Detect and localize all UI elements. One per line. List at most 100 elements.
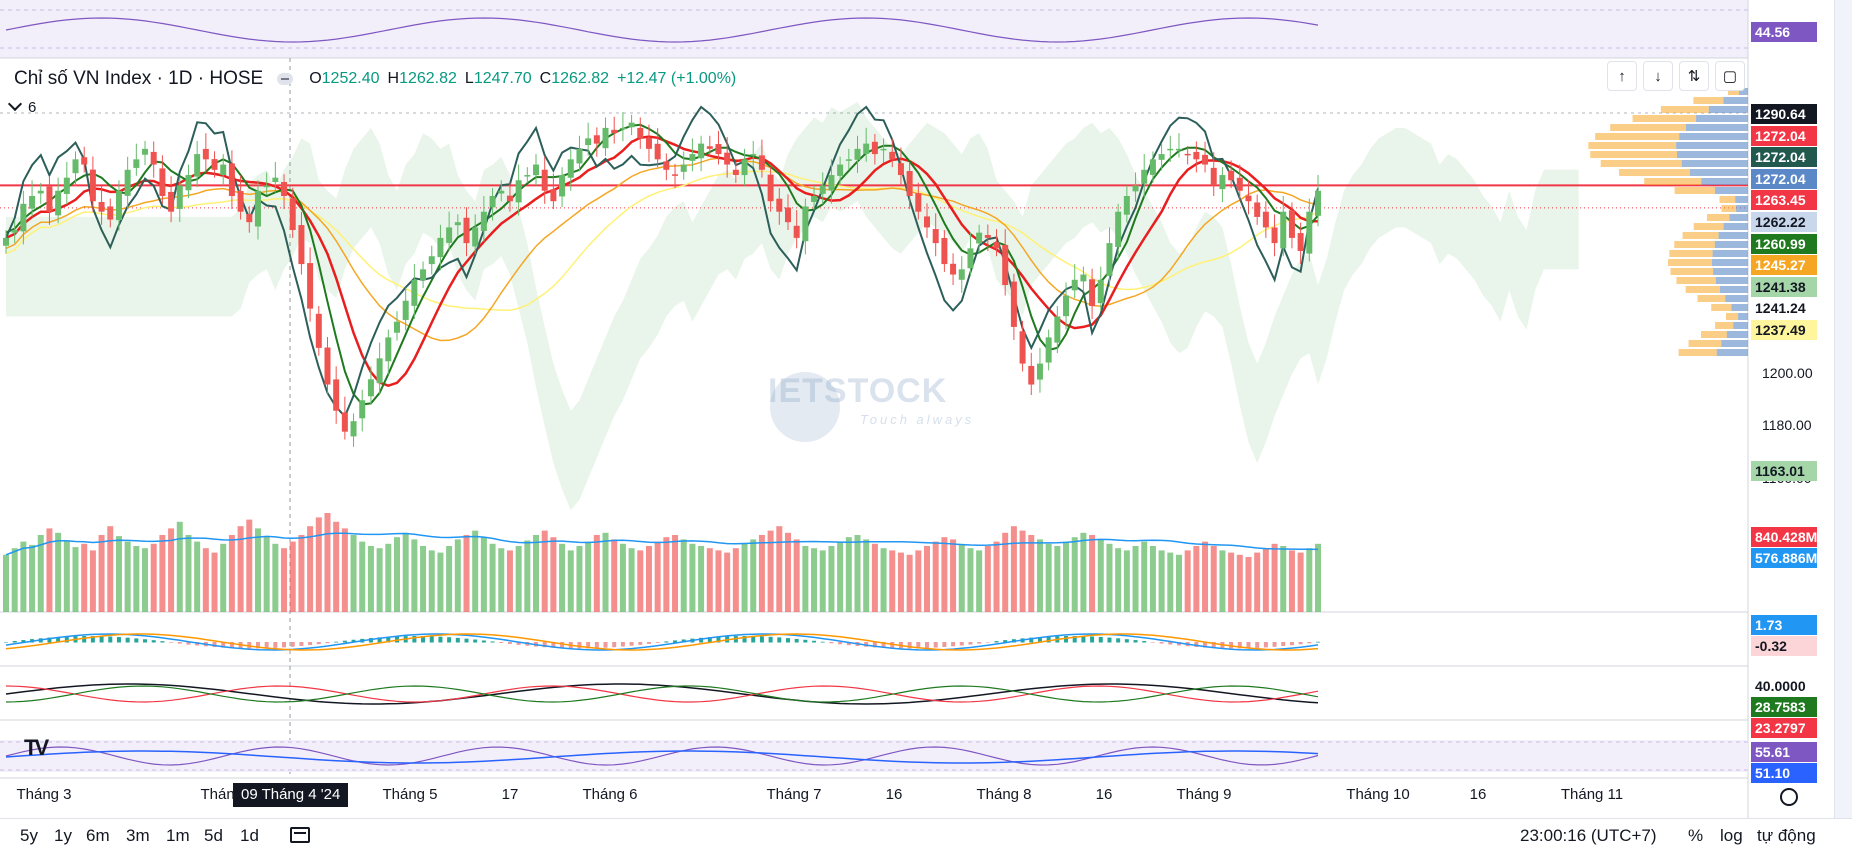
symbol-title[interactable]: Chỉ số VN Index · 1D · HOSE	[14, 68, 264, 89]
candle-body	[845, 159, 852, 161]
candle-body	[454, 222, 461, 226]
pane-buttons: ↑ ↓ ⇅ ▢	[1607, 61, 1745, 91]
adx-line	[5, 683, 1319, 705]
volume-bar	[1080, 532, 1087, 612]
range-button-3m[interactable]: 3m	[126, 826, 150, 845]
macd-histogram-bar	[1133, 640, 1138, 643]
candle-body	[567, 159, 574, 178]
macd-histogram-bar	[629, 642, 634, 646]
candle-body	[55, 190, 62, 216]
macd-histogram-bar	[664, 641, 669, 643]
macd-histogram-bar	[959, 642, 964, 646]
candle-body	[1254, 202, 1261, 217]
volume-profile-bar	[1590, 151, 1678, 158]
candle-body	[1262, 211, 1269, 228]
market-status-icon[interactable]	[277, 73, 294, 85]
volume-bar	[367, 546, 374, 612]
tradingview-logo-icon[interactable]: TV	[24, 735, 49, 760]
candle-body	[663, 161, 670, 170]
candle-body	[81, 157, 88, 165]
close-value: C1262.82	[539, 70, 610, 87]
volume-bar	[1288, 550, 1295, 612]
macd-histogram-bar	[872, 642, 877, 648]
volume-bar	[663, 537, 670, 612]
candle-body	[967, 248, 974, 269]
candle-body	[593, 135, 600, 144]
candle-body	[298, 225, 305, 265]
candle-body	[46, 186, 53, 212]
volume-bar	[767, 530, 774, 612]
volume-badge: 576.886M	[1751, 548, 1817, 568]
volume-profile-bar	[1731, 304, 1748, 311]
volume-profile-bar	[1696, 115, 1748, 122]
percent-toggle[interactable]: %	[1688, 826, 1704, 845]
volume-bar	[698, 546, 705, 612]
macd-histogram-bar	[290, 642, 295, 647]
volume-bar	[263, 536, 270, 612]
volume-bar	[463, 535, 470, 612]
candle-body	[897, 163, 904, 176]
collapse-pane-button[interactable]: ⇅	[1679, 61, 1709, 91]
candle-body	[602, 127, 609, 149]
candle-body	[1063, 295, 1070, 317]
volume-bar	[1045, 543, 1052, 612]
calendar-icon[interactable]	[290, 827, 310, 843]
clock[interactable]: 23:00:16 (UTC+7)	[1520, 826, 1657, 845]
indicators-toggle[interactable]: 6	[7, 96, 36, 118]
time-axis-label: 16	[885, 786, 903, 803]
maximize-pane-button[interactable]: ▢	[1715, 61, 1745, 91]
volume-bar	[1271, 543, 1278, 612]
right-scroll-strip[interactable]	[1834, 0, 1852, 846]
candle-body	[1097, 279, 1104, 304]
volume-bar	[1019, 530, 1026, 612]
volume-bar	[611, 539, 618, 612]
candle-body	[958, 269, 965, 280]
candle-body	[176, 185, 183, 209]
macd-histogram-bar	[829, 642, 834, 644]
auto-scale-toggle[interactable]: tự động	[1757, 826, 1816, 845]
change-value: +12.47 (+1.00%)	[617, 70, 737, 87]
price-badge: 1262.22	[1751, 212, 1817, 232]
price-badge: 1272.04	[1751, 147, 1817, 168]
candle-body	[741, 159, 748, 176]
macd-signal-line	[5, 633, 1319, 651]
volume-bar	[150, 543, 157, 612]
volume-bar	[889, 550, 896, 612]
range-button-6m[interactable]: 6m	[86, 826, 110, 845]
range-button-1y[interactable]: 1y	[54, 826, 72, 845]
log-toggle[interactable]: log	[1720, 826, 1743, 845]
candle-body	[133, 159, 140, 168]
macd-histogram-bar	[4, 642, 8, 643]
macd-histogram-bar	[620, 642, 625, 647]
macd-histogram-bar	[846, 642, 851, 646]
volume-bar	[845, 537, 852, 612]
macd-histogram-bar	[1307, 642, 1312, 644]
candle-body	[185, 175, 192, 191]
candle-body	[993, 242, 1000, 249]
volume-bar	[533, 535, 540, 612]
candle-body	[1245, 195, 1252, 202]
volume-bar	[37, 535, 44, 612]
move-pane-down-button[interactable]: ↓	[1643, 61, 1673, 91]
range-button-1m[interactable]: 1m	[166, 826, 190, 845]
range-button-1d[interactable]: 1d	[240, 826, 259, 845]
range-button-5d[interactable]: 5d	[204, 826, 223, 845]
candle-body	[1315, 190, 1321, 216]
volume-profile-bar	[1669, 250, 1713, 257]
macd-histogram-bar	[1064, 636, 1069, 643]
volume-bar	[194, 541, 201, 612]
volume-bar	[1149, 546, 1156, 612]
macd-histogram-bar	[577, 642, 582, 649]
move-pane-up-button[interactable]: ↑	[1607, 61, 1637, 91]
settings-gear-icon[interactable]	[1780, 788, 1798, 806]
macd-histogram-bar	[820, 641, 825, 643]
candle-body	[863, 143, 870, 154]
volume-bar	[72, 547, 79, 612]
range-button-5y[interactable]: 5y	[20, 826, 38, 845]
time-axis-label: Tháng 10	[1346, 786, 1410, 803]
candle-body	[585, 138, 592, 146]
rsi-ma-line	[5, 750, 1319, 764]
chikou-line	[5, 105, 1319, 419]
volume-bar	[802, 546, 809, 612]
